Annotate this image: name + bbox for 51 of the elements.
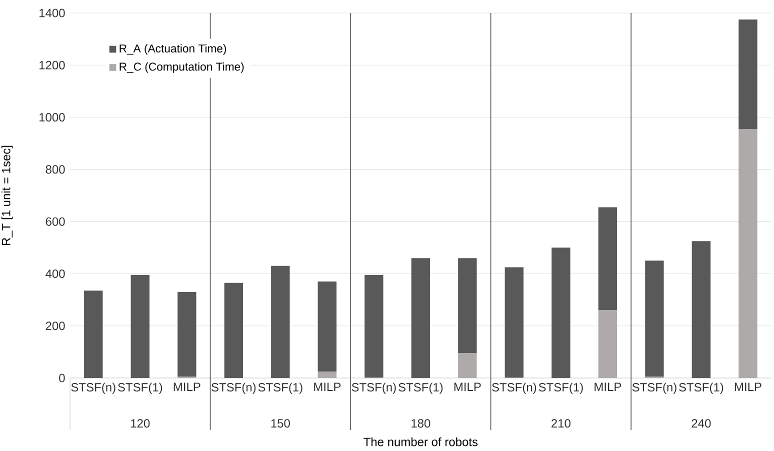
bar (84, 290, 103, 378)
bar (130, 275, 150, 378)
x-axis-title: The number of robots (364, 437, 478, 446)
bar (738, 20, 758, 130)
x-tick-label: STSF(n) (492, 382, 536, 394)
y-tick-label: 1200 (40, 60, 65, 70)
y-tick-label: 400 (46, 269, 65, 278)
y-tick-label: 200 (46, 322, 65, 330)
text: 180 (412, 419, 430, 428)
y-axis-title: R_T [1 unit = 1sec] (2, 146, 13, 246)
x-tick-label: STSF(n) (71, 382, 116, 394)
x-tick-label: MILP (594, 382, 622, 391)
x-tick-label: MILP (454, 382, 481, 391)
bar (504, 267, 524, 378)
x-tick-label: STSF(1) (398, 382, 443, 394)
legend-label: R_C (Computation Time) (120, 62, 244, 73)
bar (598, 207, 618, 310)
bar (364, 275, 384, 378)
y-tick-label: 1000 (40, 113, 65, 122)
bar (738, 129, 758, 378)
bar (458, 353, 477, 378)
bar (178, 292, 196, 377)
x-tick-label: STSF(n) (352, 382, 396, 394)
x-tick-label: STSF(1) (538, 382, 583, 394)
x-tick-label: STSF(1) (258, 382, 302, 394)
y-tick-label: 800 (46, 165, 65, 174)
x-tick-label: STSF(1) (118, 382, 162, 394)
y-tick-label: 1400 (40, 8, 65, 18)
x-tick-label: STSF(n) (632, 382, 676, 394)
y-tick-label: 0 (59, 374, 65, 382)
text: 240 (692, 419, 711, 428)
x-tick-label: MILP (734, 382, 762, 391)
bar (692, 241, 711, 378)
bar (224, 282, 243, 378)
bar (318, 282, 337, 372)
bar (598, 310, 618, 378)
text: 120 (131, 419, 150, 428)
text: 150 (271, 419, 290, 428)
bar (552, 248, 570, 378)
bar (645, 260, 664, 377)
legend-label: R_A (Actuation Time) (120, 44, 226, 55)
x-tick-label: STSF(n) (212, 382, 256, 394)
x-tick-label: MILP (174, 382, 200, 391)
bar (271, 266, 290, 378)
bar (411, 258, 430, 378)
y-tick-label: 600 (46, 217, 65, 226)
x-tick-label: MILP (314, 382, 341, 391)
text: 210 (552, 419, 570, 428)
x-tick-label: STSF(1) (679, 382, 724, 394)
bar (458, 258, 477, 354)
bar (318, 371, 337, 378)
